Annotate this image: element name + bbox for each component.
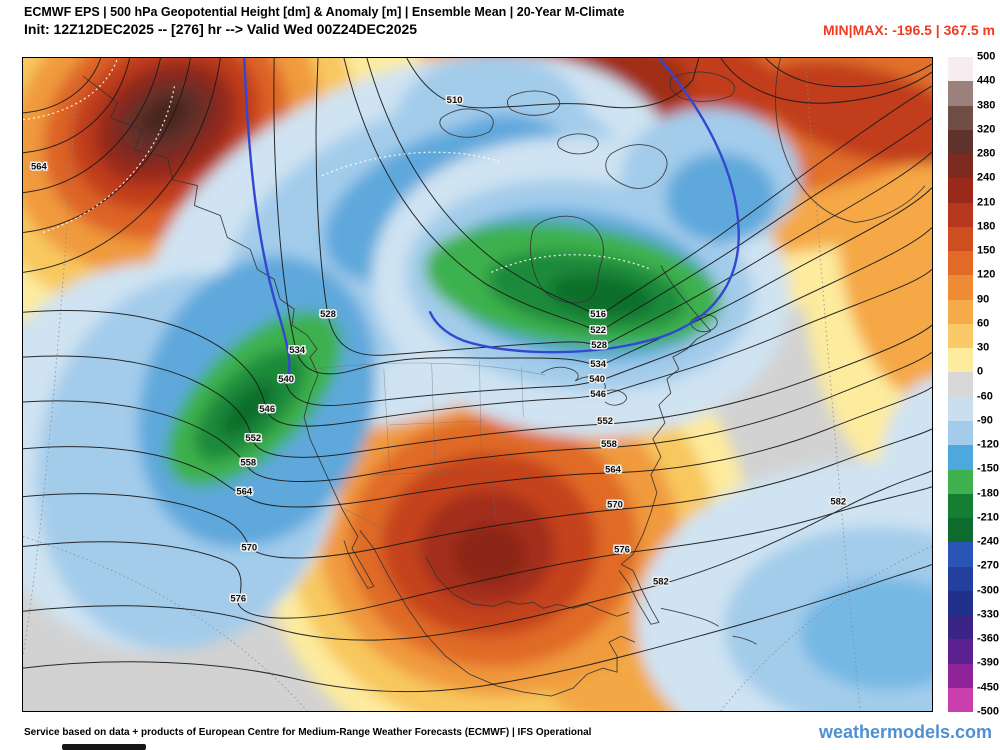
contour-value-label: 528 [591,340,607,351]
contour-value-label: 570 [607,500,623,511]
init-valid-line: Init: 12Z12DEC2025 -- [276] hr --> Valid… [24,21,418,37]
colorbar-segment [948,687,973,713]
colorbar-tick-label: 90 [977,293,990,306]
coastlines [82,58,926,697]
colorbar-tick-label: 440 [977,74,996,87]
colorbar-segment [948,57,973,82]
colorbar-tick-label: -120 [977,438,1000,451]
colorbar-segment [948,445,973,470]
logo-bar [62,744,146,750]
contour-value-label: 534 [289,345,306,356]
colorbar-tick-label: -270 [977,559,1000,572]
colorbar-segment [948,226,973,252]
colorbar-tick-label: -330 [977,608,1000,621]
colorbar-segment [948,518,973,543]
colorbar-tick-label: 180 [977,220,996,233]
contour-value-label: 546 [590,389,606,400]
colorbar-segment [948,566,973,591]
contour-value-label: 534 [590,359,607,370]
mclimate-dotted-contours [23,58,652,273]
colorbar-tick-label: -450 [977,681,1000,694]
contour-value-label: 510 [447,95,463,106]
colorbar-tick-label: -500 [977,705,1000,718]
colorbar-segment [948,251,973,276]
colorbar-tick-label: 30 [977,341,990,354]
colorbar-tick-label: 60 [977,317,990,330]
colorbar-segment [948,129,973,155]
colorbar-tick-label: 210 [977,196,996,209]
colorbar-tick-label: 380 [977,99,996,112]
colorbar-segment [948,323,973,349]
colorbar-segment [948,154,973,179]
contour-value-label: 582 [830,497,846,508]
contour-value-label: 546 [259,404,275,415]
contour-value-label: 582 [653,576,669,587]
colorbar-tick-label: 150 [977,244,996,257]
state-borders [314,361,546,557]
colorbar-segment [948,396,973,421]
colorbar-tick-label: -240 [977,535,1000,548]
contour-value-label: 516 [590,309,606,320]
contour-value-label: 564 [236,487,253,498]
contour-labels-group: 510 564 528 534 540 546 552 558 564 570 576 516 522 5… [30,93,848,605]
contour-value-label: 576 [614,544,630,555]
map-canvas: 510 564 528 534 540 546 552 558 564 570 576 516 522 5… [23,58,932,711]
colorbar-tick-label: -90 [977,414,993,427]
colorbar-ticks: 500 440 380 320 280 240 210 180 150 120 90 60 30 0 -60… [977,51,1000,717]
colorbar-segment [948,420,973,446]
colorbar-tick-label: 120 [977,268,996,281]
colorbar-tick-label: 320 [977,123,996,136]
colorbar-segment [948,615,973,640]
chart-title: ECMWF EPS | 500 hPa Geopotential Height … [24,5,625,19]
colorbar-segment [948,590,973,616]
colorbar-segment [948,348,973,373]
contour-value-label: 522 [590,325,606,336]
colorbar-segment [948,639,973,664]
colorbar-segment [948,81,973,106]
contour-value-label: 528 [320,309,336,320]
contour-value-label: 558 [601,439,617,450]
anomaly-field [23,58,932,711]
contour-value-label: 570 [241,542,257,553]
colorbar-tick-label: -360 [977,632,1000,645]
map-frame: 510 564 528 534 540 546 552 558 564 570 576 516 522 5… [22,57,933,712]
highlight-contour [243,58,740,385]
attribution-text: Service based on data + products of Euro… [24,727,592,738]
colorbar-strip [948,57,973,713]
contour-value-label: 576 [230,593,246,604]
contour-value-label: 564 [31,162,48,173]
contour-value-label: 540 [278,374,294,385]
contour-value-label: 552 [245,433,261,444]
contour-value-label: 552 [597,416,613,427]
colorbar-tick-label: 280 [977,147,996,160]
colorbar-segment [948,372,973,397]
minmax-readout: MIN|MAX: -196.5 | 367.5 m [822,22,995,38]
colorbar-tick-label: 240 [977,171,996,184]
colorbar-segment [948,178,973,203]
colorbar-segment [948,275,973,300]
colorbar-tick-label: -60 [977,390,993,403]
colorbar-tick-label: -150 [977,462,1000,475]
colorbar-segment [948,202,973,227]
contour-value-label: 564 [605,465,622,476]
colorbar-segment [948,663,973,688]
colorbar-tick-label: 500 [977,50,996,63]
colorbar-tick-label: -210 [977,511,1000,524]
colorbar-tick-label: 0 [977,365,984,378]
colorbar-segment [948,542,973,567]
contour-value-label: 540 [589,374,605,385]
colorbar-tick-label: -180 [977,487,1000,500]
colorbar-segment [948,105,973,130]
colorbar-tick-label: -300 [977,584,1000,597]
contour-value-label: 558 [240,458,256,469]
graticule [23,58,932,711]
colorbar-segment [948,469,973,494]
colorbar-segment [948,493,973,519]
weathermodels-brand-link[interactable]: weathermodels.com [818,722,992,742]
colorbar-tick-label: -390 [977,656,1000,669]
colorbar-segment [948,299,973,324]
